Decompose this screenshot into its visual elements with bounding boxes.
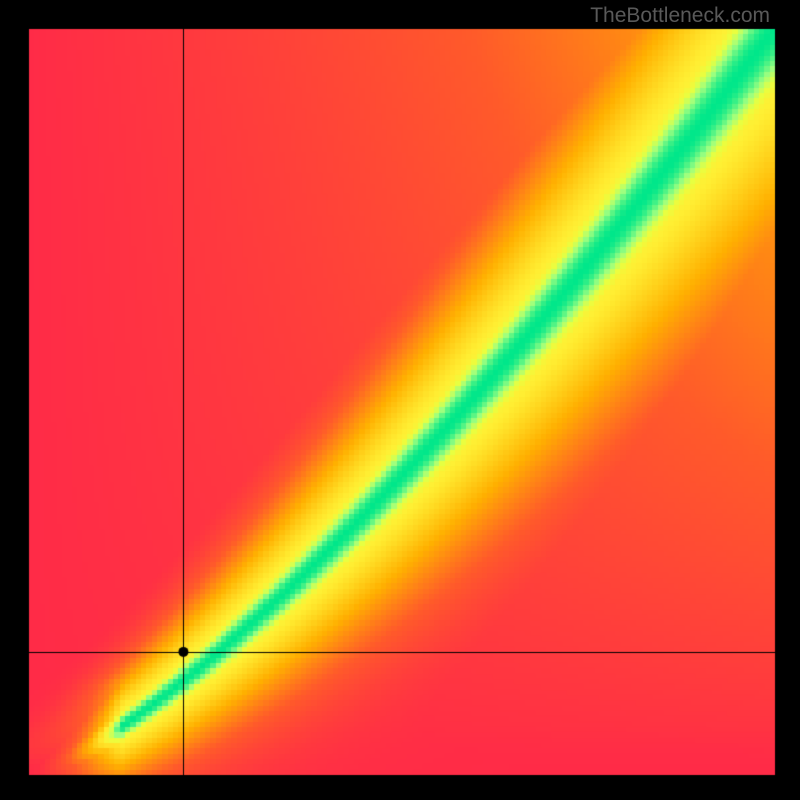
bottleneck-heatmap: [0, 0, 800, 800]
watermark-text: TheBottleneck.com: [590, 4, 770, 28]
